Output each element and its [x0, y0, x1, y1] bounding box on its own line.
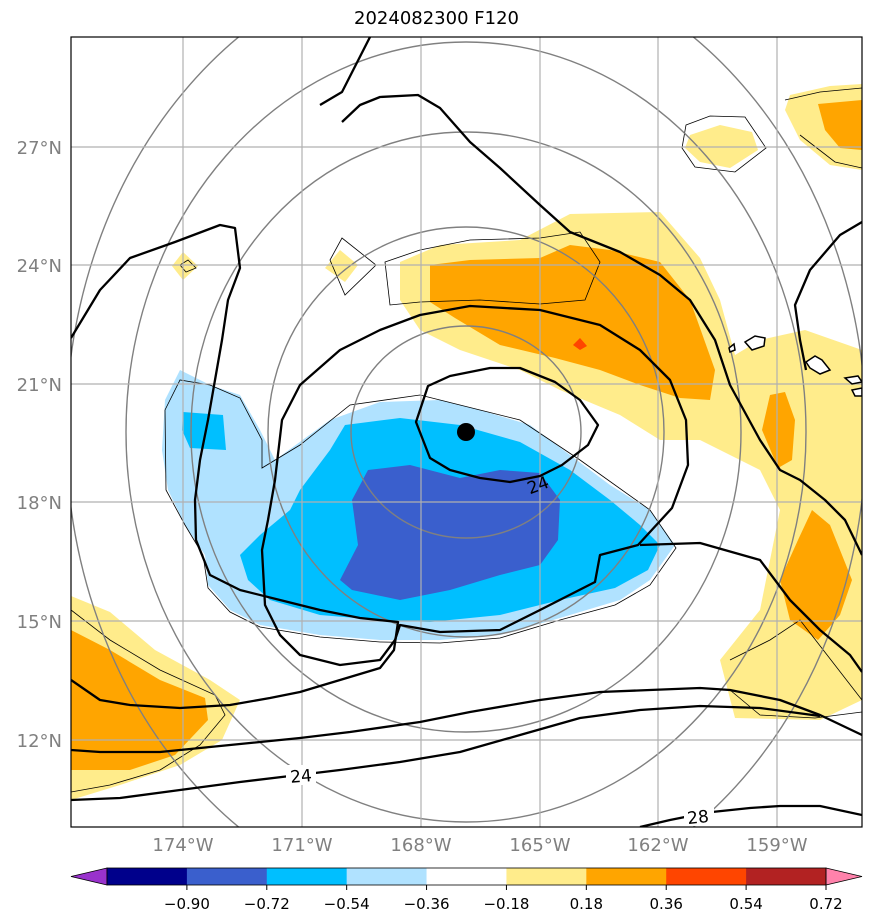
anomaly-fill-orange-right-a	[762, 392, 795, 468]
colorbar-tick-label: 0.54	[729, 895, 762, 913]
colorbar-cell	[666, 868, 747, 885]
colorbar-tick-label: −0.90	[164, 895, 210, 913]
anomaly-fill-yellow-small-b	[325, 250, 358, 282]
contour-24-label-line	[71, 704, 821, 802]
colorbar-tick-label: 0.18	[570, 895, 603, 913]
island-4	[843, 375, 862, 385]
colorbar-extend-low	[70, 867, 108, 886]
lat-label-27: 27°N	[17, 138, 62, 159]
lat-label-18: 18°N	[17, 493, 62, 514]
lat-tick-labels: 27°N 24°N 21°N 18°N 15°N 12°N	[17, 138, 62, 752]
anomaly-fill-red-spot	[573, 338, 587, 350]
range-rings	[71, 37, 862, 827]
colorbar-cell	[107, 868, 188, 885]
colorbar-cell	[186, 868, 268, 885]
island-3	[804, 355, 832, 375]
colorbar-tick-label: −0.18	[483, 895, 529, 913]
contour-mid	[260, 304, 690, 667]
contour-big	[71, 223, 400, 710]
colorbar-cell	[586, 868, 667, 885]
colorbar-tick-label: −0.72	[244, 895, 290, 913]
contour-label-28: 28	[686, 807, 710, 829]
range-ring-4	[125, 41, 807, 823]
contour-28	[639, 804, 862, 827]
anomaly-fill-yellow-small-c	[172, 252, 198, 280]
lon-label-162: 162°W	[627, 835, 688, 856]
colorbar-frame	[106, 867, 827, 886]
range-ring-1	[350, 325, 582, 539]
map-area: 24 24 28	[71, 37, 862, 829]
colorbar-tick-label: −0.36	[404, 895, 450, 913]
colorbar-tick-label: 0.72	[809, 895, 842, 913]
contour-top-2	[341, 93, 862, 556]
colorbar-cell	[746, 868, 827, 885]
contour-label-24-south: 24	[289, 766, 312, 788]
contour-label-group: 24 24 28	[286, 473, 714, 829]
island-1	[728, 342, 736, 354]
coastlines	[728, 335, 862, 397]
contour-right-loop	[793, 221, 862, 371]
lon-label-174: 174°W	[152, 835, 213, 856]
colorbar-cell	[426, 868, 507, 885]
storm-center-marker	[457, 423, 475, 441]
negative-anomaly-fill	[162, 370, 675, 640]
range-ring-3	[190, 131, 742, 733]
lat-label-15: 15°N	[17, 612, 62, 633]
colorbar-cell	[266, 868, 348, 885]
contour-inner	[414, 366, 600, 484]
colorbar-tick-label: 0.36	[650, 895, 683, 913]
colorbar-cell	[506, 868, 587, 885]
contour-top	[319, 37, 372, 106]
thin-outline-contours	[71, 87, 862, 793]
map-title: 2024082300 F120	[354, 8, 519, 29]
graticule	[71, 37, 862, 827]
lon-label-171: 171°W	[271, 835, 332, 856]
lat-label-12: 12°N	[17, 731, 62, 752]
anomaly-fill-blue-west-patch	[182, 412, 226, 450]
range-ring-2	[267, 226, 665, 638]
lon-label-165: 165°W	[509, 835, 570, 856]
colorbar-tick-label: −0.54	[324, 895, 370, 913]
map-frame	[70, 36, 863, 828]
contour-24-south	[71, 686, 862, 754]
island-5	[850, 387, 862, 397]
colorbar-extend-high	[825, 867, 863, 886]
anomaly-fill-orange-west	[71, 630, 208, 770]
lat-label-21: 21°N	[17, 375, 62, 396]
anomaly-fill-orange-east	[430, 245, 715, 400]
colorbar: −0.90 −0.72 −0.54 −0.36 −0.18 0.18 0.36 0.54 0.7…	[70, 867, 863, 913]
thick-contours	[71, 37, 862, 827]
lat-label-24: 24°N	[17, 256, 62, 277]
contour-east	[639, 541, 862, 673]
anomaly-fill-orange-ne	[818, 100, 862, 150]
anomaly-fill-darkblue	[340, 465, 560, 600]
colorbar-cell	[346, 868, 428, 885]
lon-label-168: 168°W	[390, 835, 451, 856]
island-2	[743, 335, 766, 351]
lon-label-159: 159°W	[746, 835, 807, 856]
lon-tick-labels: 174°W 171°W 168°W 165°W 162°W 159°W	[152, 835, 807, 856]
